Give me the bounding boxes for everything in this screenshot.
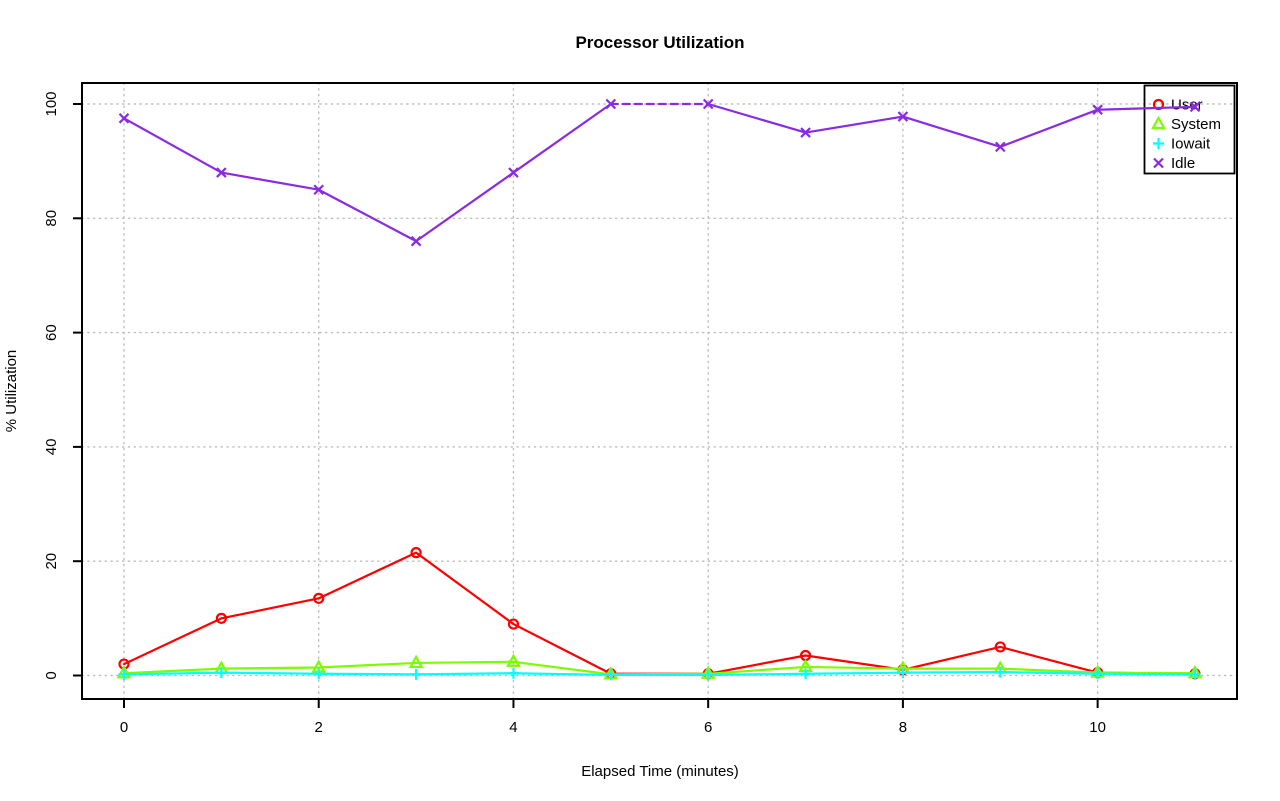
y-tick-label: 40 — [43, 439, 60, 456]
plus-marker — [1189, 668, 1201, 680]
legend-label-user: User — [1171, 97, 1203, 114]
plot-border — [81, 82, 1238, 700]
x-marker — [1153, 157, 1164, 169]
plus-marker — [118, 668, 130, 680]
plus-marker — [605, 669, 617, 681]
plus-marker — [1092, 668, 1104, 680]
x-tick-label: 6 — [704, 719, 712, 736]
circle-marker — [507, 618, 520, 630]
x-tick-label: 4 — [509, 719, 517, 736]
series-line — [122, 670, 1197, 677]
series-line — [122, 551, 1197, 675]
x-tick-label: 2 — [315, 719, 323, 736]
x-marker — [1092, 104, 1103, 115]
legend-label-system: System — [1171, 116, 1221, 133]
gridlines — [81, 82, 1238, 700]
circle-marker — [215, 612, 227, 624]
legend-label-iowait: Iowait — [1171, 136, 1211, 153]
legend-box: User System Iowait Idle — [1143, 84, 1236, 175]
x-tick-label: 10 — [1089, 719, 1106, 736]
x-tick-label: 0 — [120, 719, 128, 736]
x-tick-label: 8 — [899, 719, 907, 736]
series-iowait — [118, 666, 1201, 681]
legend-markers — [1151, 98, 1166, 169]
series-idle — [118, 98, 1201, 247]
y-tick-label: 20 — [43, 553, 60, 570]
x-marker — [605, 98, 617, 110]
x-marker — [897, 111, 909, 122]
plus-marker — [1153, 138, 1164, 149]
x-marker — [702, 98, 714, 110]
circle-marker — [313, 592, 325, 604]
circle-marker — [410, 547, 422, 559]
legend-label-idle: Idle — [1171, 155, 1195, 172]
data-series — [116, 98, 1203, 681]
x-marker — [1189, 101, 1201, 113]
plus-marker — [507, 667, 519, 679]
plus-marker — [800, 668, 812, 680]
y-tick-label: 80 — [43, 210, 60, 227]
triangle-marker — [1151, 115, 1166, 130]
plus-marker — [215, 667, 227, 679]
y-axis-label: % Utilization — [3, 350, 20, 433]
x-marker — [216, 167, 227, 178]
y-tick-label: 60 — [43, 324, 60, 341]
series-line — [122, 102, 612, 243]
triangle-marker — [506, 653, 521, 667]
x-marker — [800, 127, 811, 138]
plus-marker — [994, 666, 1006, 678]
series-user — [118, 547, 1201, 680]
x-marker — [410, 235, 422, 247]
chart-title: Processor Utilization — [575, 33, 744, 52]
legend-border — [1143, 84, 1236, 175]
plus-marker — [702, 669, 714, 681]
plus-marker — [897, 667, 909, 679]
plus-marker — [410, 668, 422, 680]
x-marker — [118, 113, 130, 124]
x-axis-label: Elapsed Time (minutes) — [581, 763, 739, 780]
plus-marker — [313, 668, 325, 680]
x-marker — [508, 167, 519, 178]
x-marker — [313, 184, 325, 196]
x-marker — [994, 141, 1006, 153]
triangle-marker — [408, 654, 424, 669]
circle-marker — [994, 641, 1006, 653]
y-tick-label: 0 — [43, 671, 60, 679]
y-tick-label: 100 — [43, 91, 60, 116]
series-line — [707, 102, 1197, 148]
